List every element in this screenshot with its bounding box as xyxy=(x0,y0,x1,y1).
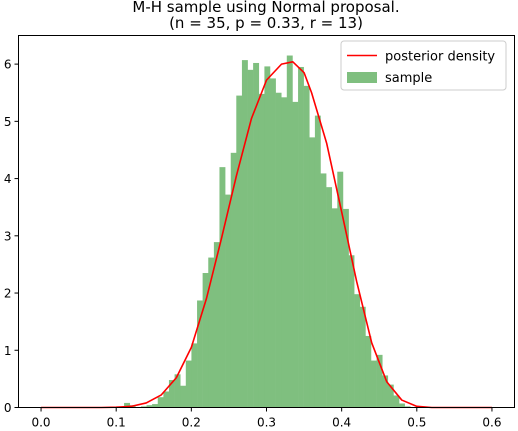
histogram-bar-33 xyxy=(309,137,316,408)
x-tick-label-6: 0.6 xyxy=(482,416,501,430)
histogram-bar-41 xyxy=(354,294,361,408)
histogram-bar-9 xyxy=(174,374,181,408)
histogram-bar-20 xyxy=(236,95,243,408)
histogram-bar-42 xyxy=(359,306,366,408)
y-axis: 0 1 2 3 4 5 6 xyxy=(4,58,19,415)
x-tick-label-2: 0.2 xyxy=(182,416,201,430)
histogram-bar-28 xyxy=(281,97,288,408)
histogram-bar-50 xyxy=(404,406,411,408)
histogram-bar-25 xyxy=(264,66,271,408)
x-axis: 0.0 0.1 0.2 0.3 0.4 0.5 0.6 xyxy=(31,407,502,430)
y-tick-label-2: 2 xyxy=(4,287,12,301)
histogram-bar-5 xyxy=(152,404,159,408)
y-tick-label-1: 1 xyxy=(4,344,12,358)
histogram-bar-26 xyxy=(269,78,276,408)
histogram-bar-3 xyxy=(140,406,147,408)
histogram-bar-49 xyxy=(399,403,405,408)
histogram-bar-15 xyxy=(208,257,215,408)
histogram-bar-35 xyxy=(320,173,327,408)
legend: posterior density sample xyxy=(340,40,507,91)
histogram-bar-14 xyxy=(202,273,209,408)
histogram-bar-27 xyxy=(275,92,282,408)
histogram-bar-8 xyxy=(168,380,175,408)
x-tick-label-1: 0.1 xyxy=(107,416,126,430)
histogram-bar-16 xyxy=(213,242,220,408)
posterior-density-line xyxy=(41,61,492,409)
histogram-bar-38 xyxy=(337,171,344,408)
histogram-bar-6 xyxy=(157,397,164,408)
y-tick-label-5: 5 xyxy=(4,115,12,129)
histogram-bar-12 xyxy=(191,343,198,408)
histogram-bar-46 xyxy=(382,375,389,408)
chart-subtitle: (n = 35, p = 0.33, r = 13) xyxy=(169,14,363,32)
histogram-bar-40 xyxy=(348,255,355,408)
histogram-bar-34 xyxy=(314,115,321,408)
legend-label-sample: sample xyxy=(385,71,432,86)
histogram-bar-17 xyxy=(219,167,226,408)
histogram-bar-45 xyxy=(376,354,383,408)
legend-patch-swatch xyxy=(347,72,377,83)
histogram-bar-36 xyxy=(326,187,333,408)
histogram-bar-48 xyxy=(393,395,400,408)
y-tick-label-3: 3 xyxy=(4,229,12,243)
histogram-bar-7 xyxy=(163,391,170,408)
histogram-bar-24 xyxy=(258,93,265,408)
histogram-bar-13 xyxy=(197,300,203,408)
x-tick-label-3: 0.3 xyxy=(257,416,276,430)
histogram-bar-0 xyxy=(124,402,131,408)
histogram-bar-44 xyxy=(370,360,377,408)
y-tick-label-0: 0 xyxy=(4,401,12,415)
legend-box xyxy=(340,40,507,91)
histogram-bar-18 xyxy=(225,194,232,408)
histogram-bars xyxy=(124,55,411,408)
histogram-bar-29 xyxy=(286,55,293,408)
histogram-bar-22 xyxy=(247,69,254,408)
posterior-density-curve xyxy=(41,61,492,409)
chart-title: M-H sample using Normal proposal. xyxy=(132,0,399,16)
histogram-bar-47 xyxy=(387,384,394,408)
histogram-bar-39 xyxy=(342,208,349,408)
histogram-bar-31 xyxy=(298,66,304,408)
legend-label-posterior-density: posterior density xyxy=(385,50,495,65)
y-tick-label-4: 4 xyxy=(4,172,12,186)
histogram-bar-30 xyxy=(292,101,299,408)
y-tick-label-6: 6 xyxy=(4,58,12,72)
histogram-bar-43 xyxy=(365,335,372,408)
histogram-bar-23 xyxy=(253,62,260,408)
histogram-bar-37 xyxy=(331,208,338,408)
x-tick-label-4: 0.4 xyxy=(332,416,351,430)
histogram-bar-32 xyxy=(303,85,310,408)
histogram-bar-19 xyxy=(230,152,237,408)
x-tick-label-5: 0.5 xyxy=(407,416,426,430)
histogram-bar-11 xyxy=(185,360,192,408)
x-tick-label-0: 0.0 xyxy=(31,416,50,430)
histogram-bar-21 xyxy=(241,60,248,408)
histogram-bar-4 xyxy=(146,405,153,408)
histogram-bar-10 xyxy=(180,385,187,408)
